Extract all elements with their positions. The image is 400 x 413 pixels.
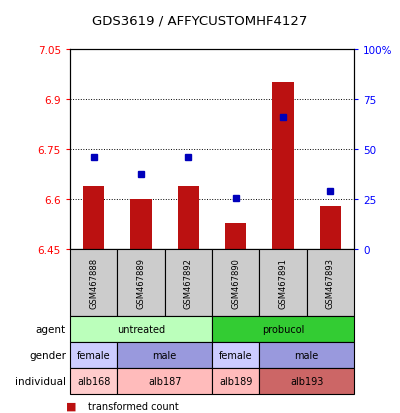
Text: male: male xyxy=(294,350,319,360)
Text: ■: ■ xyxy=(66,400,76,410)
Text: GSM467889: GSM467889 xyxy=(136,257,146,309)
Text: alb168: alb168 xyxy=(77,376,110,386)
Bar xyxy=(320,206,341,250)
Text: ▶: ▶ xyxy=(72,377,78,385)
Bar xyxy=(178,186,199,250)
Text: female: female xyxy=(219,350,252,360)
Text: GSM467893: GSM467893 xyxy=(326,257,335,309)
Text: gender: gender xyxy=(29,350,66,360)
Text: alb187: alb187 xyxy=(148,376,182,386)
Text: ▶: ▶ xyxy=(72,325,78,333)
Text: GSM467891: GSM467891 xyxy=(278,258,288,308)
Text: transformed count: transformed count xyxy=(88,401,179,411)
Text: GSM467892: GSM467892 xyxy=(184,258,193,308)
Text: individual: individual xyxy=(15,376,66,386)
Text: probucol: probucol xyxy=(262,324,304,334)
Text: ▶: ▶ xyxy=(72,351,78,359)
Bar xyxy=(225,223,246,250)
Text: untreated: untreated xyxy=(117,324,165,334)
Bar xyxy=(130,200,152,250)
Text: GSM467890: GSM467890 xyxy=(231,258,240,308)
Text: GDS3619 / AFFYCUSTOMHF4127: GDS3619 / AFFYCUSTOMHF4127 xyxy=(92,14,308,27)
Text: alb193: alb193 xyxy=(290,376,323,386)
Text: agent: agent xyxy=(36,324,66,334)
Text: alb189: alb189 xyxy=(219,376,252,386)
Bar xyxy=(272,83,294,250)
Text: male: male xyxy=(152,350,177,360)
Bar xyxy=(83,186,104,250)
Text: GSM467888: GSM467888 xyxy=(89,257,98,309)
Text: female: female xyxy=(77,350,110,360)
